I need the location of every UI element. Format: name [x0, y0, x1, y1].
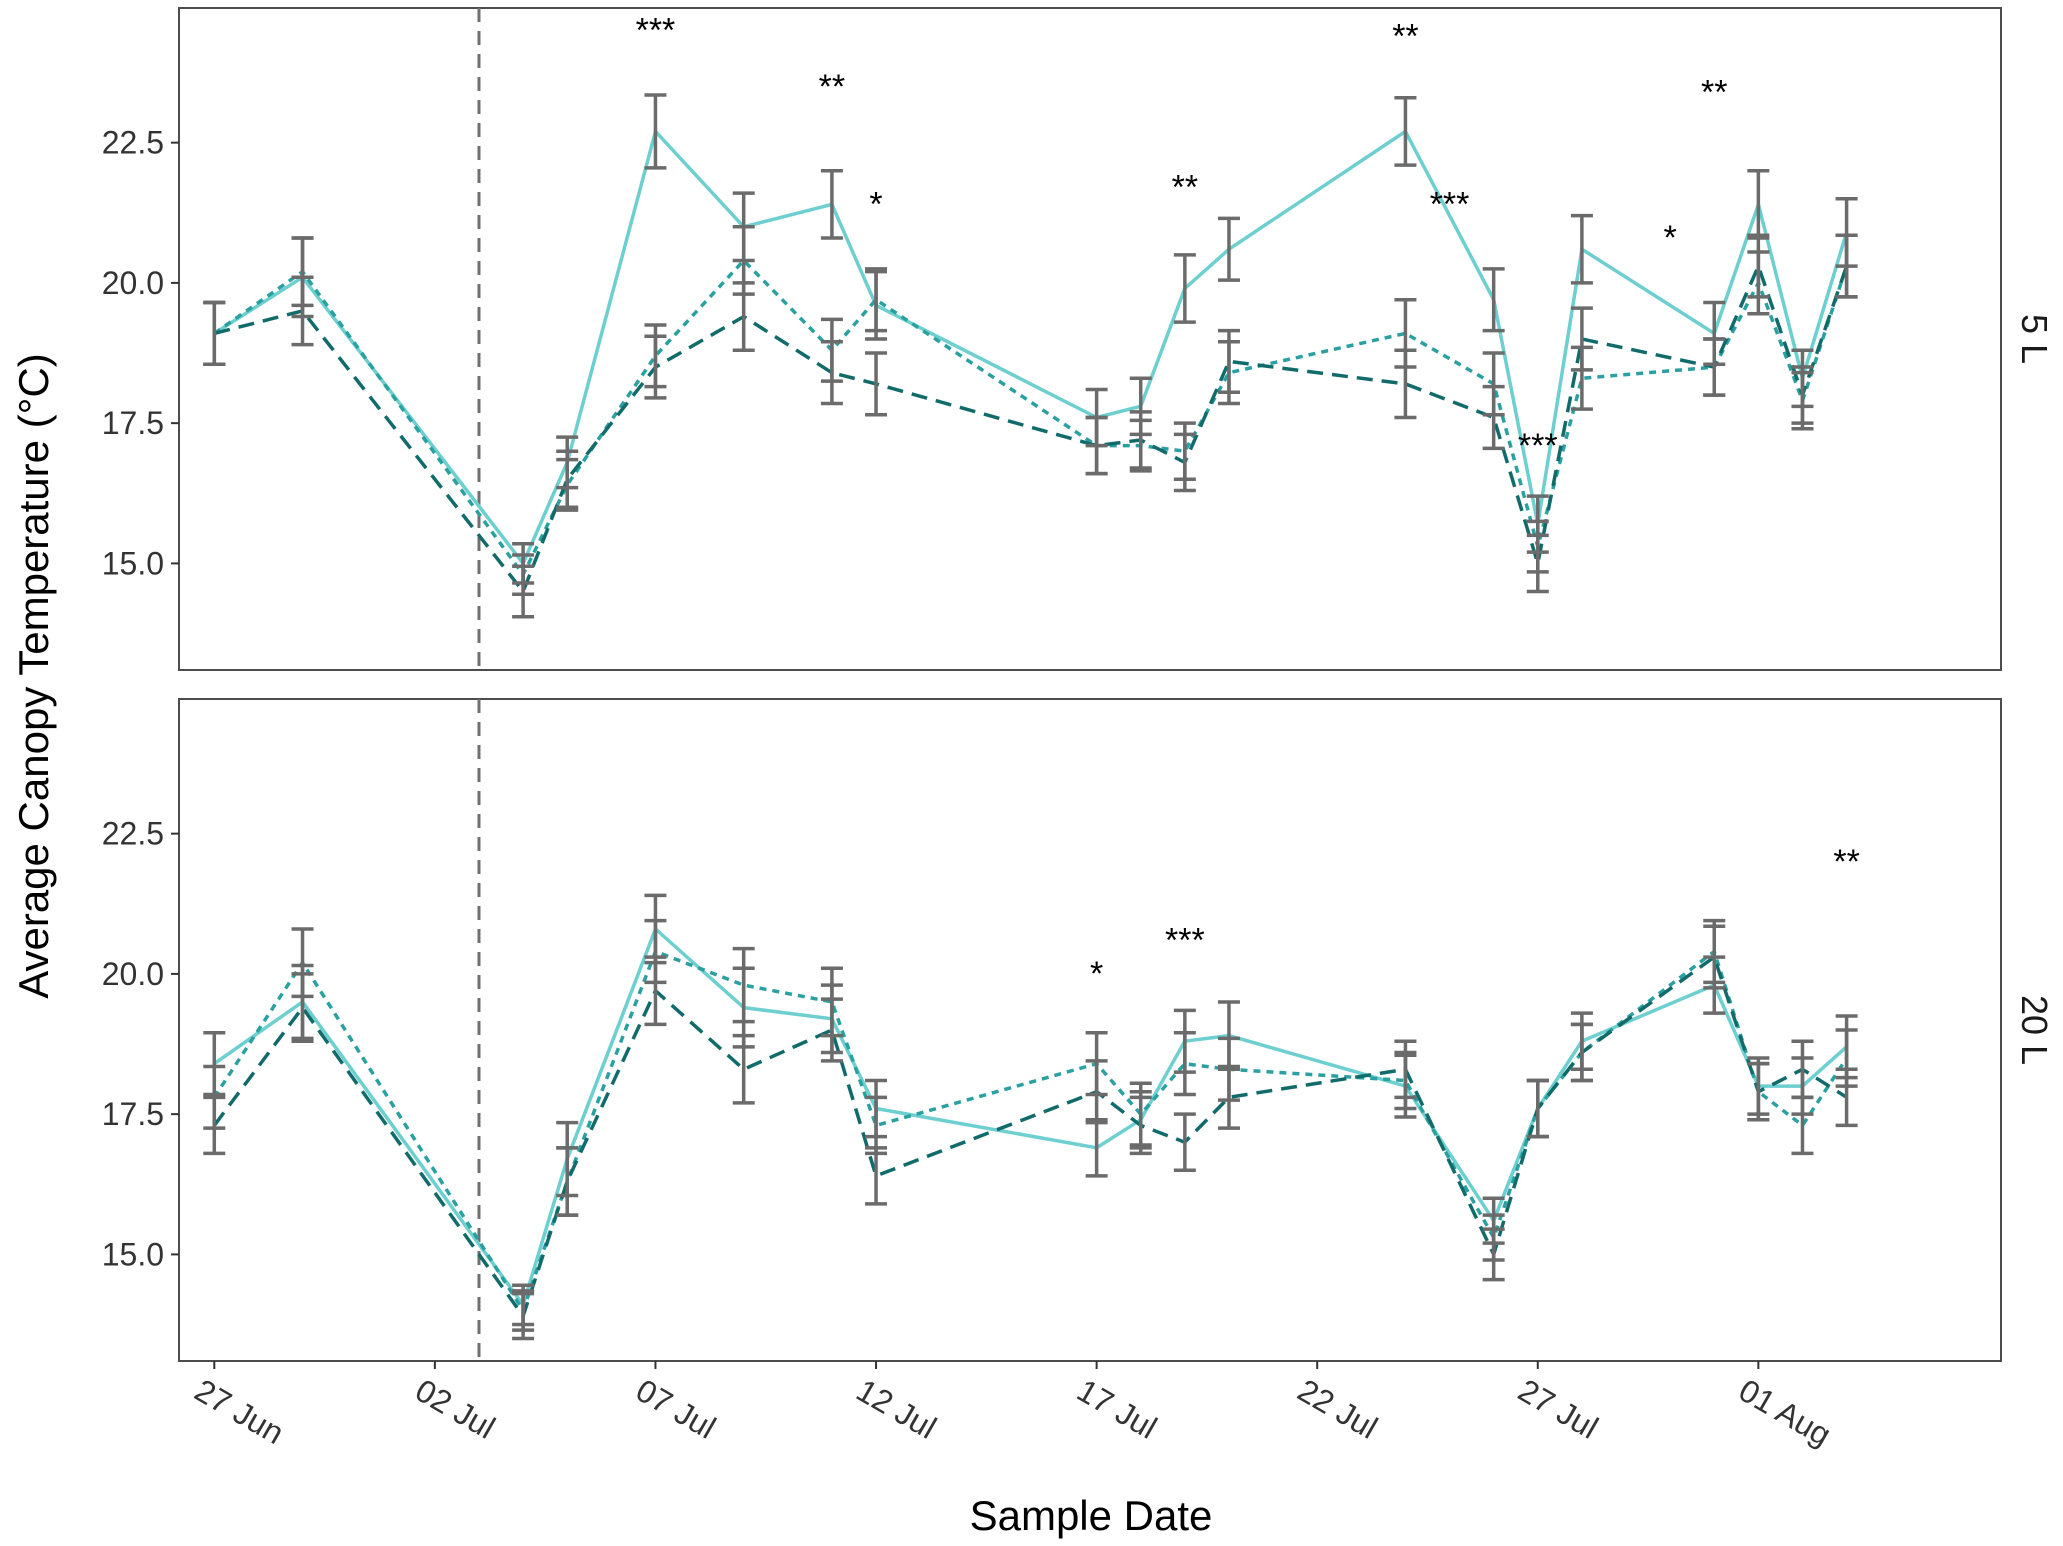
series-dashed-errorbar: [1394, 348, 1417, 420]
y-axis-title: Average Canopy Temperature (°C): [10, 353, 57, 999]
significance-label: *: [869, 186, 882, 224]
significance-label: ***: [1165, 921, 1205, 959]
series-dashed-errorbar: [1173, 432, 1196, 493]
series-dashed-errorbar: [644, 334, 667, 400]
series-dashed-errorbar: [1791, 1039, 1814, 1100]
series-dashed-errorbar: [1570, 1022, 1593, 1083]
series-dashed-errorbar: [291, 972, 314, 1043]
series-dashed-errorbar: [1570, 306, 1593, 372]
series-dashed-errorbar: [291, 275, 314, 347]
facet-strip-label: 5 L: [2014, 314, 2055, 364]
series-dashed-errorbar: [1173, 1112, 1196, 1173]
series-dashed-errorbar: [1747, 233, 1770, 299]
series-dotted-errorbar: [1173, 1031, 1196, 1097]
series-dashed-errorbar: [1791, 365, 1814, 425]
series-dashed-errorbar: [1835, 1067, 1858, 1128]
y-tick-label: 17.5: [102, 1096, 164, 1132]
series-dashed-errorbar: [732, 281, 755, 352]
panel-1: 15.017.520.022.5******20 L: [102, 698, 2055, 1369]
series-solid-errorbar: [1394, 96, 1417, 167]
series-dashed-errorbar: [1747, 1061, 1770, 1122]
series-solid-errorbar: [820, 168, 843, 240]
y-tick-label: 22.5: [102, 816, 164, 852]
panel-0: 15.017.520.022.5****** *************5 L: [102, 7, 2055, 671]
series-solid-errorbar: [1482, 267, 1505, 333]
series-dashed-errorbar: [1217, 328, 1240, 395]
facet-strip-label: 20 L: [2014, 995, 2055, 1065]
series-dashed-errorbar: [1703, 924, 1726, 990]
series-dotted-line: [213, 258, 1849, 577]
x-tick-label: 07 Jul: [630, 1372, 722, 1446]
series-dashed-errorbar: [556, 449, 579, 510]
series-dashed-errorbar: [1482, 384, 1505, 451]
y-tick-label: 20.0: [102, 956, 164, 992]
significance-label: *: [1090, 955, 1103, 993]
series-dashed-errorbar: [1394, 1039, 1417, 1100]
x-tick-label: 22 Jul: [1292, 1372, 1384, 1446]
series-solid-errorbar: [1570, 213, 1593, 285]
series-dashed-errorbar: [820, 997, 843, 1063]
series-dashed-errorbar: [732, 1033, 755, 1105]
series-dashed-errorbar: [644, 955, 667, 1027]
significance-label: ***: [636, 12, 676, 50]
series-dashed-errorbar: [1085, 415, 1108, 476]
series-solid-errorbar: [1173, 253, 1196, 324]
series-dashed-errorbar: [865, 351, 888, 417]
series-solid-line: [213, 927, 1848, 1307]
series-dashed-errorbar: [1835, 233, 1858, 299]
series-dashed-errorbar: [1085, 1059, 1108, 1125]
series-solid-errorbar: [1217, 216, 1240, 282]
series-dashed-errorbar: [1217, 1064, 1240, 1130]
series-dashed-errorbar: [512, 564, 535, 619]
series-dashed-errorbar: [512, 1291, 535, 1341]
significance-label: **: [1172, 169, 1198, 207]
series-dashed-errorbar: [820, 340, 843, 406]
series-solid-line: [213, 129, 1849, 566]
series-dashed-line: [213, 264, 1849, 594]
y-tick-label: 15.0: [102, 1236, 164, 1272]
series-dotted-errorbar: [1791, 1095, 1814, 1156]
y-tick-label: 22.5: [102, 125, 164, 161]
significance-label: **: [1833, 843, 1859, 881]
series-dotted-errorbar: [732, 946, 755, 1024]
x-tick-label: 12 Jul: [851, 1372, 943, 1446]
x-tick-label: 27 Jun: [189, 1372, 290, 1451]
series-dashed-line: [212, 955, 1848, 1318]
significance-label: ***: [1430, 186, 1470, 224]
y-tick-label: 17.5: [102, 405, 164, 441]
series-dashed-errorbar: [865, 1146, 888, 1206]
panel-frame: [178, 698, 2002, 1362]
series-dashed-errorbar: [1482, 1227, 1505, 1282]
y-tick-label: 20.0: [102, 265, 164, 301]
significance-label: ***: [1518, 427, 1558, 465]
series-dashed-errorbar: [1526, 533, 1549, 594]
series-dotted-line: [212, 949, 1849, 1313]
x-tick-label: 02 Jul: [409, 1372, 501, 1446]
x-tick-label: 17 Jul: [1071, 1372, 1163, 1446]
significance-label: **: [1701, 73, 1727, 111]
y-tick-label: 15.0: [102, 545, 164, 581]
x-axis-title: Sample Date: [970, 1492, 1213, 1539]
series-dashed-errorbar: [556, 1146, 579, 1217]
series-dotted-errorbar: [865, 267, 888, 333]
series-dashed-errorbar: [203, 1095, 226, 1156]
series-dashed-errorbar: [203, 300, 226, 366]
x-tick-label: 01 Aug: [1733, 1372, 1837, 1453]
significance-label: **: [1392, 17, 1418, 55]
x-tick-label: 27 Jul: [1512, 1372, 1604, 1446]
series-dashed-errorbar: [1129, 1095, 1152, 1156]
series-dashed-errorbar: [1526, 1078, 1549, 1139]
significance-label: **: [819, 68, 845, 106]
series-dashed-errorbar: [1129, 410, 1152, 470]
series-dashed-errorbar: [1703, 337, 1726, 397]
series-solid-errorbar: [644, 93, 667, 170]
significance-label: *: [1664, 219, 1677, 257]
panel-frame: [178, 7, 2002, 671]
